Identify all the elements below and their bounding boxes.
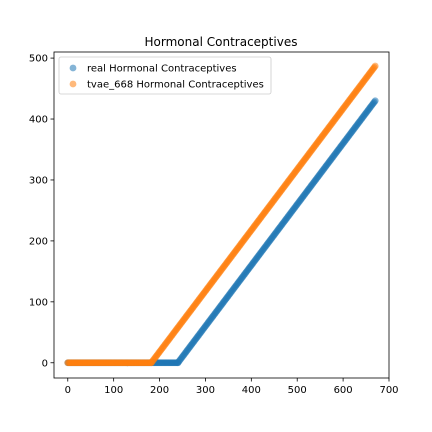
axes: 0 100 200 300 400 500 600 700 0 100 200 300 400 500	[29, 51, 399, 396]
x-tick-label: 400	[242, 385, 261, 396]
x-tick-label: 300	[196, 385, 215, 396]
plot-area	[64, 62, 379, 367]
series-2-points	[64, 62, 379, 367]
y-tick-label: 200	[29, 236, 48, 247]
legend-entry-label: tvae_668 Hormonal Contraceptives	[87, 80, 264, 91]
data-point	[371, 62, 379, 70]
x-tick-label: 200	[150, 385, 169, 396]
x-tick-label: 500	[288, 385, 307, 396]
legend-marker	[69, 80, 77, 88]
y-tick-label: 400	[29, 115, 48, 126]
y-tick-label: 300	[29, 175, 48, 186]
legend-box	[58, 56, 272, 95]
legend-marker	[69, 64, 77, 72]
y-tick-label: 0	[42, 358, 48, 369]
axes-frame	[53, 51, 390, 379]
data-point	[371, 97, 379, 105]
x-tick-label: 600	[334, 385, 353, 396]
x-tick-label: 0	[65, 385, 71, 396]
y-tick-label: 100	[29, 297, 48, 308]
legend: real Hormonal Contraceptives tvae_668 Hor…	[58, 56, 272, 95]
chart-title: Hormonal Contraceptives	[145, 35, 298, 49]
x-tick-label: 100	[104, 385, 123, 396]
y-tick-label: 500	[29, 54, 48, 65]
x-tick-label: 700	[379, 385, 398, 396]
legend-entry-label: real Hormonal Contraceptives	[87, 64, 237, 75]
